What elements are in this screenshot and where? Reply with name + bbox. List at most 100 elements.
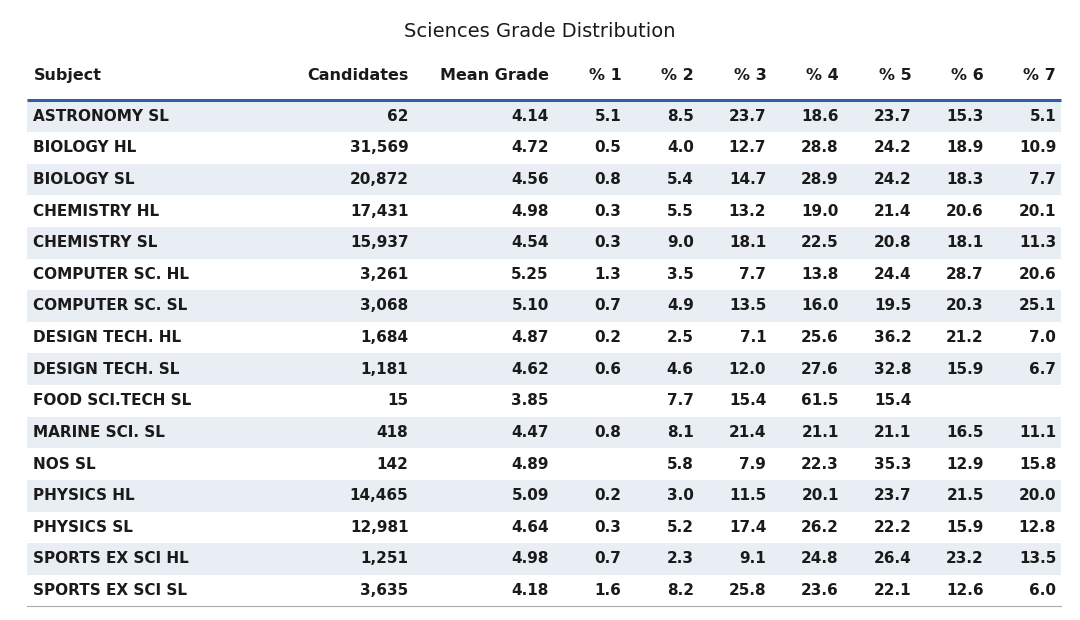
Text: 21.4: 21.4 xyxy=(729,425,767,440)
Text: 4.9: 4.9 xyxy=(667,298,693,314)
Text: 21.5: 21.5 xyxy=(946,488,984,503)
Text: 4.54: 4.54 xyxy=(511,235,549,250)
Text: PHYSICS SL: PHYSICS SL xyxy=(33,520,133,535)
Text: 15.3: 15.3 xyxy=(946,108,984,124)
Text: 3.0: 3.0 xyxy=(667,488,693,503)
Text: 2.3: 2.3 xyxy=(666,551,693,567)
Text: 4.56: 4.56 xyxy=(511,172,549,187)
Text: 0.7: 0.7 xyxy=(594,298,621,314)
Text: 1.6: 1.6 xyxy=(594,583,621,598)
Text: 26.4: 26.4 xyxy=(874,551,912,567)
Text: 7.7: 7.7 xyxy=(1029,172,1056,187)
Text: 18.1: 18.1 xyxy=(946,235,984,250)
Text: 25.1: 25.1 xyxy=(1018,298,1056,314)
Text: 15.9: 15.9 xyxy=(946,361,984,377)
Text: 5.09: 5.09 xyxy=(511,488,549,503)
Text: 5.8: 5.8 xyxy=(667,456,693,472)
Text: SPORTS EX SCI SL: SPORTS EX SCI SL xyxy=(33,583,188,598)
Text: 14.7: 14.7 xyxy=(729,172,767,187)
Text: FOOD SCI.TECH SL: FOOD SCI.TECH SL xyxy=(33,393,192,409)
Text: 15.4: 15.4 xyxy=(874,393,912,409)
Text: 6.7: 6.7 xyxy=(1029,361,1056,377)
Text: CHEMISTRY HL: CHEMISTRY HL xyxy=(33,203,160,219)
Text: 17.4: 17.4 xyxy=(729,520,767,535)
Text: 1,251: 1,251 xyxy=(361,551,408,567)
Text: 4.72: 4.72 xyxy=(511,140,549,156)
Text: 0.2: 0.2 xyxy=(594,488,621,503)
Text: 7.0: 7.0 xyxy=(1029,330,1056,345)
Text: 22.3: 22.3 xyxy=(801,456,839,472)
Text: 18.3: 18.3 xyxy=(946,172,984,187)
Text: 12.8: 12.8 xyxy=(1018,520,1056,535)
Text: 14,465: 14,465 xyxy=(350,488,408,503)
Text: CHEMISTRY SL: CHEMISTRY SL xyxy=(33,235,158,250)
Text: 1.3: 1.3 xyxy=(595,267,621,282)
Text: Sciences Grade Distribution: Sciences Grade Distribution xyxy=(404,22,676,41)
Text: DESIGN TECH. HL: DESIGN TECH. HL xyxy=(33,330,181,345)
Text: 13.8: 13.8 xyxy=(801,267,839,282)
Text: 3.85: 3.85 xyxy=(511,393,549,409)
Text: 12.0: 12.0 xyxy=(729,361,767,377)
Text: 28.9: 28.9 xyxy=(801,172,839,187)
Text: COMPUTER SC. SL: COMPUTER SC. SL xyxy=(33,298,188,314)
Text: 19.0: 19.0 xyxy=(801,203,839,219)
Text: 4.47: 4.47 xyxy=(511,425,549,440)
Text: 20,872: 20,872 xyxy=(350,172,408,187)
Text: 4.87: 4.87 xyxy=(511,330,549,345)
Text: 1,684: 1,684 xyxy=(361,330,408,345)
Text: % 3: % 3 xyxy=(733,68,767,83)
Text: 20.3: 20.3 xyxy=(946,298,984,314)
Text: 11.3: 11.3 xyxy=(1020,235,1056,250)
Text: 20.1: 20.1 xyxy=(801,488,839,503)
Text: 0.5: 0.5 xyxy=(594,140,621,156)
Text: 4.62: 4.62 xyxy=(511,361,549,377)
Text: 9.1: 9.1 xyxy=(740,551,767,567)
Text: 26.2: 26.2 xyxy=(801,520,839,535)
Text: Mean Grade: Mean Grade xyxy=(440,68,549,83)
Text: 35.3: 35.3 xyxy=(874,456,912,472)
Text: 32.8: 32.8 xyxy=(874,361,912,377)
Text: 3,635: 3,635 xyxy=(361,583,408,598)
Text: 11.5: 11.5 xyxy=(729,488,767,503)
Text: % 5: % 5 xyxy=(878,68,912,83)
Text: 36.2: 36.2 xyxy=(874,330,912,345)
Text: 20.6: 20.6 xyxy=(946,203,984,219)
Text: 23.7: 23.7 xyxy=(874,488,912,503)
Text: 0.8: 0.8 xyxy=(594,425,621,440)
Text: 24.8: 24.8 xyxy=(801,551,839,567)
Text: 12.7: 12.7 xyxy=(729,140,767,156)
Text: 4.89: 4.89 xyxy=(511,456,549,472)
Text: 13.5: 13.5 xyxy=(1018,551,1056,567)
Text: 15: 15 xyxy=(388,393,408,409)
Text: 4.6: 4.6 xyxy=(666,361,693,377)
Text: 8.5: 8.5 xyxy=(667,108,693,124)
Text: 5.5: 5.5 xyxy=(667,203,693,219)
Text: 22.1: 22.1 xyxy=(874,583,912,598)
Text: 2.5: 2.5 xyxy=(666,330,693,345)
Text: 0.3: 0.3 xyxy=(594,203,621,219)
Text: 4.14: 4.14 xyxy=(512,108,549,124)
Text: 16.5: 16.5 xyxy=(946,425,984,440)
Text: 24.2: 24.2 xyxy=(874,172,912,187)
Text: 418: 418 xyxy=(377,425,408,440)
Text: 15.4: 15.4 xyxy=(729,393,767,409)
Text: Candidates: Candidates xyxy=(307,68,408,83)
Text: 0.6: 0.6 xyxy=(594,361,621,377)
Text: 18.9: 18.9 xyxy=(946,140,984,156)
Text: PHYSICS HL: PHYSICS HL xyxy=(33,488,135,503)
Text: 19.5: 19.5 xyxy=(874,298,912,314)
Text: 5.10: 5.10 xyxy=(512,298,549,314)
Text: 5.1: 5.1 xyxy=(595,108,621,124)
Text: 13.5: 13.5 xyxy=(729,298,767,314)
Text: 20.6: 20.6 xyxy=(1018,267,1056,282)
Text: 5.25: 5.25 xyxy=(511,267,549,282)
Text: 7.7: 7.7 xyxy=(740,267,767,282)
Text: 7.7: 7.7 xyxy=(667,393,693,409)
Text: 21.2: 21.2 xyxy=(946,330,984,345)
Text: 4.98: 4.98 xyxy=(511,203,549,219)
Text: % 1: % 1 xyxy=(589,68,621,83)
Text: 12.9: 12.9 xyxy=(946,456,984,472)
Text: 0.3: 0.3 xyxy=(594,235,621,250)
Text: 12.6: 12.6 xyxy=(946,583,984,598)
Text: 62: 62 xyxy=(387,108,408,124)
